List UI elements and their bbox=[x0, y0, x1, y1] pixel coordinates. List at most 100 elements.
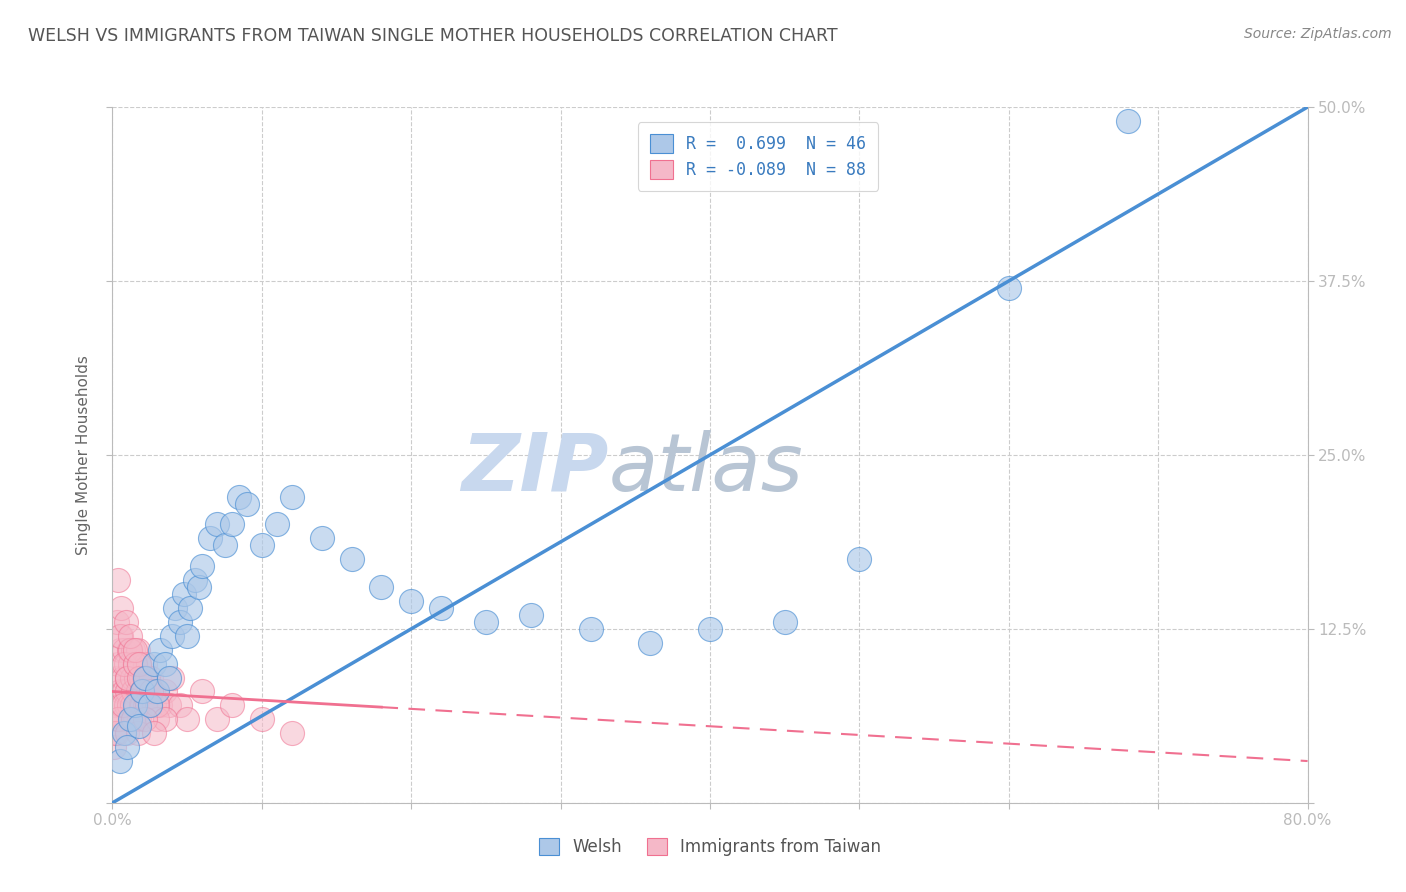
Point bbox=[127, 642, 149, 657]
Point bbox=[401, 594, 423, 608]
Point bbox=[127, 684, 149, 698]
Point bbox=[124, 698, 146, 713]
Point bbox=[121, 671, 143, 685]
Point bbox=[228, 490, 250, 504]
Point bbox=[520, 607, 543, 622]
Point bbox=[107, 573, 129, 587]
Point bbox=[198, 532, 221, 546]
Point bbox=[131, 684, 153, 698]
Point bbox=[250, 538, 273, 552]
Point bbox=[176, 629, 198, 643]
Point bbox=[153, 657, 176, 671]
Point bbox=[131, 698, 153, 713]
Text: atlas: atlas bbox=[609, 430, 803, 508]
Point bbox=[139, 698, 162, 713]
Point bbox=[125, 698, 148, 713]
Legend: Welsh, Immigrants from Taiwan: Welsh, Immigrants from Taiwan bbox=[530, 830, 890, 864]
Point bbox=[266, 517, 288, 532]
Point bbox=[129, 671, 152, 685]
Point bbox=[114, 657, 135, 671]
Point bbox=[149, 642, 172, 657]
Point bbox=[848, 552, 870, 566]
Point bbox=[103, 740, 125, 755]
Point bbox=[146, 684, 169, 698]
Point bbox=[146, 712, 169, 726]
Point bbox=[110, 698, 132, 713]
Point bbox=[131, 684, 153, 698]
Point bbox=[139, 698, 162, 713]
Point bbox=[139, 698, 162, 713]
Point bbox=[179, 601, 201, 615]
Point bbox=[124, 642, 146, 657]
Point bbox=[111, 671, 134, 685]
Point bbox=[120, 642, 142, 657]
Point bbox=[128, 657, 150, 671]
Point bbox=[115, 615, 138, 629]
Point bbox=[173, 587, 195, 601]
Point bbox=[141, 671, 163, 685]
Point bbox=[340, 552, 363, 566]
Point bbox=[110, 629, 132, 643]
Point bbox=[129, 698, 152, 713]
Point bbox=[141, 684, 163, 698]
Point bbox=[107, 712, 129, 726]
Point bbox=[214, 538, 236, 552]
Text: ZIP: ZIP bbox=[461, 430, 609, 508]
Point bbox=[281, 490, 304, 504]
Point bbox=[430, 601, 453, 615]
Point bbox=[111, 712, 134, 726]
Point bbox=[105, 726, 128, 740]
Point bbox=[115, 698, 138, 713]
Point bbox=[114, 642, 135, 657]
Point bbox=[108, 642, 131, 657]
Point bbox=[132, 684, 155, 698]
Point bbox=[121, 698, 143, 713]
Point bbox=[108, 629, 131, 643]
Point bbox=[157, 698, 180, 713]
Point bbox=[122, 684, 145, 698]
Point bbox=[117, 684, 139, 698]
Point bbox=[143, 657, 166, 671]
Point bbox=[475, 615, 498, 629]
Point bbox=[104, 698, 127, 713]
Point bbox=[157, 671, 180, 685]
Point bbox=[111, 698, 134, 713]
Point bbox=[124, 657, 146, 671]
Point bbox=[122, 642, 145, 657]
Point bbox=[117, 726, 139, 740]
Point bbox=[169, 698, 191, 713]
Point bbox=[143, 698, 166, 713]
Point bbox=[191, 559, 214, 574]
Point bbox=[135, 671, 157, 685]
Point bbox=[162, 671, 183, 685]
Point bbox=[115, 657, 138, 671]
Point bbox=[127, 726, 149, 740]
Point bbox=[169, 615, 191, 629]
Point bbox=[138, 684, 160, 698]
Text: Source: ZipAtlas.com: Source: ZipAtlas.com bbox=[1244, 27, 1392, 41]
Point bbox=[579, 622, 602, 636]
Point bbox=[124, 657, 146, 671]
Point bbox=[107, 657, 129, 671]
Point bbox=[110, 601, 132, 615]
Point bbox=[114, 684, 135, 698]
Point bbox=[149, 698, 172, 713]
Point bbox=[117, 671, 139, 685]
Point bbox=[128, 671, 150, 685]
Point bbox=[122, 712, 145, 726]
Point bbox=[191, 684, 214, 698]
Point bbox=[114, 726, 135, 740]
Point bbox=[118, 642, 141, 657]
Point bbox=[281, 726, 304, 740]
Point bbox=[162, 629, 183, 643]
Point bbox=[773, 615, 796, 629]
Point bbox=[311, 532, 333, 546]
Point bbox=[120, 712, 142, 726]
Point bbox=[105, 671, 128, 685]
Point bbox=[221, 517, 243, 532]
Point bbox=[107, 712, 129, 726]
Point bbox=[118, 698, 141, 713]
Y-axis label: Single Mother Households: Single Mother Households bbox=[76, 355, 91, 555]
Point bbox=[134, 671, 156, 685]
Point bbox=[176, 712, 198, 726]
